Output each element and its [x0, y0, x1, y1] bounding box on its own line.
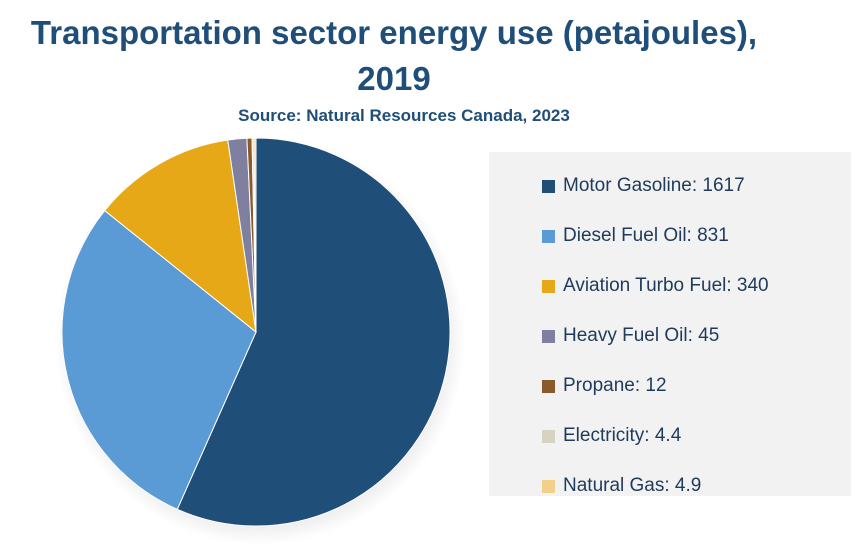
pie-slice-aviation-turbo-fuel — [104, 139, 257, 334]
chart-title: Transportation sector energy use (petajo… — [0, 10, 788, 102]
legend-swatch — [542, 379, 555, 393]
legend-swatch — [542, 229, 555, 243]
legend-swatch — [542, 479, 555, 493]
legend-label: Aviation Turbo Fuel: 340 — [563, 275, 769, 296]
legend-label: Motor Gasoline: 1617 — [563, 175, 745, 196]
pie-slice-motor-gasoline — [176, 137, 451, 527]
legend-swatch — [542, 429, 555, 443]
legend-item: Heavy Fuel Oil: 45 — [542, 311, 851, 361]
legend-label: Electricity: 4.4 — [563, 425, 682, 446]
legend: Motor Gasoline: 1617 Diesel Fuel Oil: 83… — [489, 152, 851, 496]
legend-label: Heavy Fuel Oil: 45 — [563, 325, 720, 346]
legend-label: Natural Gas: 4.9 — [563, 475, 702, 496]
legend-label: Propane: 12 — [563, 375, 667, 396]
legend-item: Propane: 12 — [542, 361, 851, 411]
legend-item: Electricity: 4.4 — [542, 411, 851, 461]
pie-slice-natural-gas — [253, 137, 257, 333]
chart-title-line-1: Transportation sector energy use (petajo… — [30, 14, 758, 51]
legend-swatch — [542, 179, 555, 193]
legend-item: Natural Gas: 4.9 — [542, 461, 851, 511]
chart-subtitle: Source: Natural Resources Canada, 2023 — [238, 106, 570, 125]
pie-slice-diesel-fuel-oil — [61, 209, 257, 510]
legend-swatch — [542, 329, 555, 343]
legend-swatch — [542, 279, 555, 293]
legend-item: Motor Gasoline: 1617 — [542, 161, 851, 211]
legend-item: Diesel Fuel Oil: 831 — [542, 211, 851, 261]
legend-item: Aviation Turbo Fuel: 340 — [542, 261, 851, 311]
legend-label: Diesel Fuel Oil: 831 — [563, 225, 729, 246]
chart-title-line-2: 2019 — [357, 60, 431, 97]
